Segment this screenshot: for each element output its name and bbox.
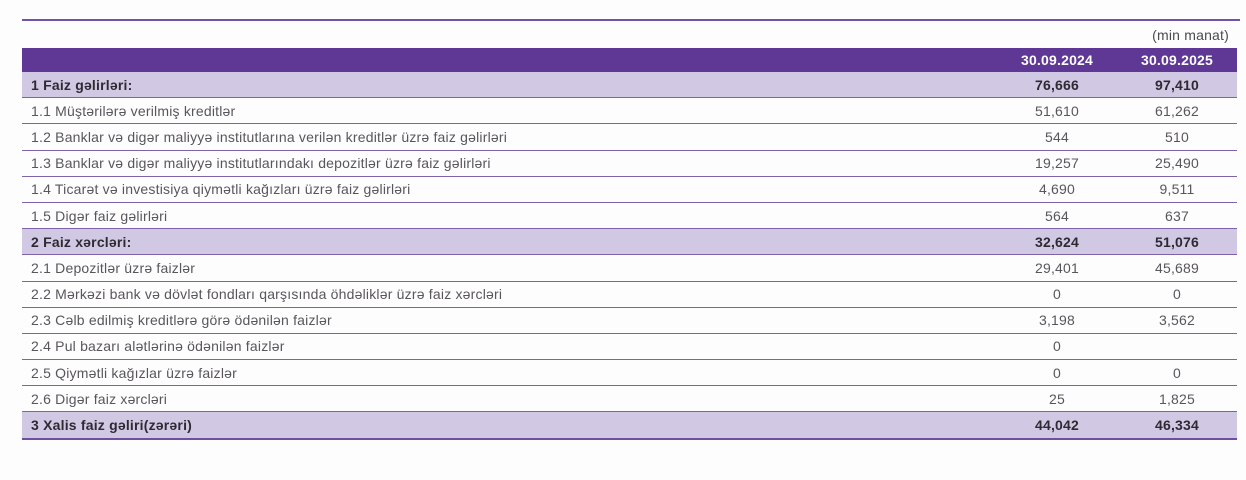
table-row: 1 Faiz gəlirləri: 76,666 97,410 [22, 72, 1237, 99]
row-label: 2.4 Pul bazarı alətlərinə ödənilən faizl… [31, 338, 285, 355]
value-2024: 19,257 [1034, 155, 1080, 172]
value-2024: 0 [1053, 338, 1061, 355]
value-2025: 46,334 [1154, 417, 1200, 434]
value-2024: 44,042 [1034, 417, 1080, 434]
table-row: 2 Faiz xərcləri: 32,624 51,076 [22, 229, 1237, 256]
row-label: 1.3 Banklar və digər maliyyə institutlar… [31, 155, 491, 172]
row-label: 2.6 Digər faiz xərcləri [31, 390, 168, 407]
value-2025: 0 [1173, 286, 1181, 303]
table-row: 3 Xalis faiz gəliri(zərəri) 44,042 46,33… [22, 412, 1237, 440]
row-label: 2.1 Depozitlər üzrə faizlər [31, 259, 196, 276]
table-row: 1.4 Ticarət və investisiya qiymətli kağı… [22, 176, 1237, 203]
value-2024: 3,198 [1038, 312, 1076, 329]
value-2025: 9,511 [1159, 181, 1195, 198]
row-label: 2.5 Qiymətli kağızlar üzrə faizlər [31, 364, 237, 381]
top-divider [22, 19, 1240, 21]
unit-note: (min manat) [1152, 27, 1229, 43]
value-2024: 32,624 [1034, 233, 1080, 250]
value-2025: 3,562 [1158, 312, 1196, 329]
value-2024: 0 [1053, 286, 1061, 303]
header-col-2025: 30.09.2025 [1140, 52, 1214, 68]
row-label: 1.4 Ticarət və investisiya qiymətli kağı… [31, 181, 411, 198]
value-2025: 637 [1165, 207, 1189, 224]
value-2024: 0 [1053, 364, 1061, 381]
value-2024: 25 [1049, 390, 1065, 407]
value-2025: 510 [1165, 128, 1189, 145]
row-label: 2.3 Cəlb edilmiş kreditlərə görə ödənilə… [31, 312, 332, 329]
row-label: 2 Faiz xərcləri: [31, 233, 132, 250]
value-2025: 51,076 [1154, 233, 1200, 250]
value-2024: 544 [1045, 128, 1069, 145]
interest-income-table: 30.09.2024 30.09.2025 1 Faiz gəlirləri: … [22, 48, 1237, 440]
table-row: 2.3 Cəlb edilmiş kreditlərə görə ödənilə… [22, 307, 1237, 334]
value-2025: 1,825 [1158, 390, 1196, 407]
table-row: 1.3 Banklar və digər maliyyə institutlar… [22, 150, 1237, 177]
table-row: 2.1 Depozitlər üzrə faizlər 29,401 45,68… [22, 255, 1237, 282]
value-2025: 61,262 [1154, 102, 1200, 119]
table-header-row: 30.09.2024 30.09.2025 [22, 48, 1237, 72]
row-label: 3 Xalis faiz gəliri(zərəri) [31, 417, 193, 434]
value-2024: 29,401 [1034, 259, 1080, 276]
row-label: 1.1 Müştərilərə verilmiş kreditlər [31, 102, 236, 119]
row-label: 1.2 Banklar və digər maliyyə institutlar… [31, 128, 508, 145]
value-2025: 0 [1173, 364, 1181, 381]
table-row: 2.6 Digər faiz xərcləri 25 1,825 [22, 386, 1237, 413]
value-2025: 97,410 [1154, 76, 1200, 93]
value-2024: 564 [1045, 207, 1069, 224]
table-row: 2.2 Mərkəzi bank və dövlət fondları qarş… [22, 281, 1237, 308]
table-row: 1.2 Banklar və digər maliyyə institutlar… [22, 124, 1237, 151]
table-row: 1.5 Digər faiz gəlirləri 564 637 [22, 202, 1237, 230]
table-row: 2.4 Pul bazarı alətlərinə ödənilən faizl… [22, 333, 1237, 361]
table-body: 1 Faiz gəlirləri: 76,666 97,410 1.1 Müşt… [22, 72, 1237, 440]
value-2025: 45,689 [1154, 259, 1200, 276]
row-label: 1.5 Digər faiz gəlirləri [31, 207, 168, 224]
value-2024: 51,610 [1034, 102, 1080, 119]
value-2024: 4,690 [1038, 181, 1076, 198]
row-label: 2.2 Mərkəzi bank və dövlət fondları qarş… [31, 286, 503, 303]
row-label: 1 Faiz gəlirləri: [31, 76, 133, 93]
value-2024: 76,666 [1034, 76, 1080, 93]
table-row: 1.1 Müştərilərə verilmiş kreditlər 51,61… [22, 98, 1237, 125]
value-2025: 25,490 [1154, 155, 1200, 172]
header-col-2024: 30.09.2024 [1020, 52, 1094, 68]
table-row: 2.5 Qiymətli kağızlar üzrə faizlər 0 0 [22, 360, 1237, 387]
